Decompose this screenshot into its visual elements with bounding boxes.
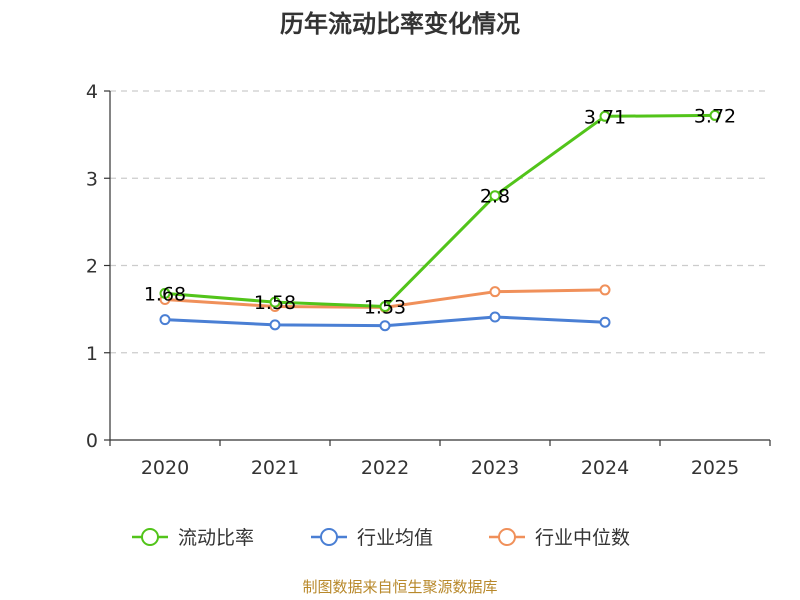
x-tick-label-2022: 2022 [361,457,409,479]
legend[interactable]: 流动比率 行业均值 行业中位数 [132,527,630,549]
legend-marker-icon [141,528,159,546]
data-point-series-2[interactable] [599,284,611,296]
data-label-layer: 1.68 1.58 1.53 2.8 3.71 3.72 [144,105,736,318]
legend-marker-icon [498,528,516,546]
y-tick-label: 3 [86,168,98,190]
source-note: 制图数据来自恒生聚源数据库 [302,578,497,596]
legend-item-0[interactable]: 流动比率 [132,527,254,549]
data-point-series-1[interactable] [269,319,281,331]
data-label-2025: 3.72 [694,105,736,127]
y-tick-label: 1 [86,343,98,365]
data-point-series-0[interactable] [599,110,611,122]
x-tick-label-2025: 2025 [691,457,739,479]
legend-item-2[interactable]: 行业中位数 [489,527,630,549]
data-point-series-1[interactable] [379,320,391,332]
data-label-2021: 1.58 [254,292,296,314]
legend-marker-icon [320,528,338,546]
data-point-series-1[interactable] [599,316,611,328]
x-tick-label-2021: 2021 [251,457,299,479]
chart-title: 历年流动比率变化情况 [280,10,520,38]
y-tick-label: 2 [86,256,98,278]
x-tick-label-2023: 2023 [471,457,519,479]
y-tick-label: 0 [86,430,98,452]
series-layer [159,109,721,332]
data-point-series-1[interactable] [159,314,171,326]
data-point-series-0[interactable] [709,109,721,121]
axis-layer: 0 1 2 3 4 2020 2021 2022 2023 2024 2025 [86,81,771,479]
legend-item-1[interactable]: 行业均值 [311,527,433,549]
legend-label: 行业中位数 [535,527,630,549]
data-label-2022: 1.53 [364,297,406,319]
y-tick-label: 4 [86,81,98,103]
data-point-series-1[interactable] [489,311,501,323]
series-line-0 [163,113,717,309]
data-label-2020: 1.68 [144,283,186,305]
grid-layer [110,90,770,354]
data-point-series-0[interactable] [269,296,281,308]
x-tick-label-2020: 2020 [141,457,189,479]
data-point-series-0[interactable] [159,287,171,299]
data-label-2024: 3.71 [584,106,626,128]
legend-label: 流动比率 [178,527,254,549]
data-point-series-0[interactable] [379,301,391,313]
x-tick-label-2024: 2024 [581,457,629,479]
legend-label: 行业均值 [357,527,433,549]
data-point-series-0[interactable] [489,190,501,202]
data-point-series-2[interactable] [489,286,501,298]
data-label-2023: 2.8 [480,186,510,208]
